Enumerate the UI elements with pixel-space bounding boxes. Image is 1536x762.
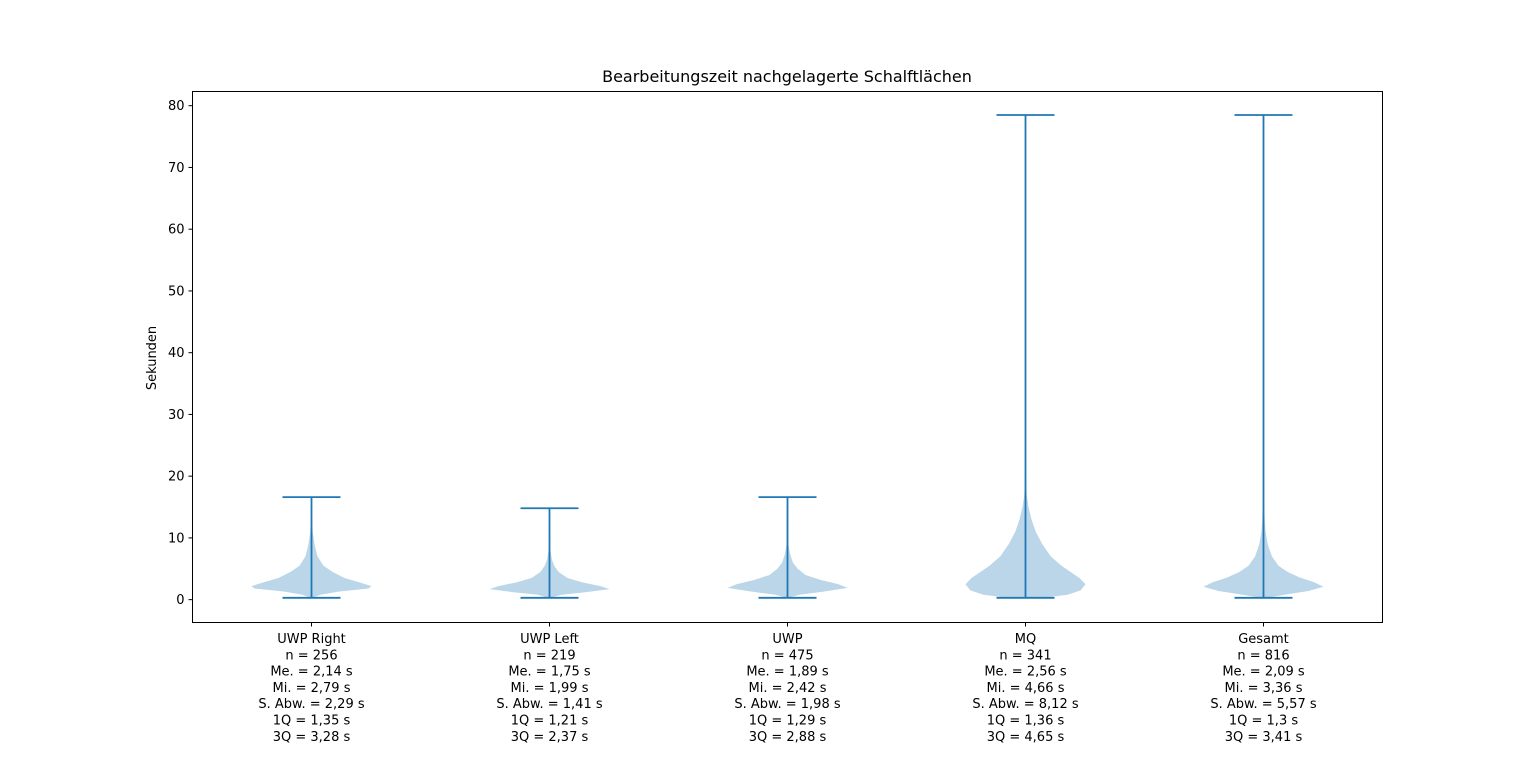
x-category-label-line: S. Abw. = 8,12 s [972, 697, 1078, 712]
x-category-label-line: 1Q = 1,35 s [273, 714, 351, 729]
x-category-label-line: Mi. = 2,79 s [273, 681, 351, 696]
x-category-label-line: 3Q = 2,88 s [749, 730, 827, 745]
x-category-label-line: 3Q = 3,28 s [273, 730, 351, 745]
y-axis-label: Sekunden [145, 326, 160, 390]
plot-frame [192, 91, 1383, 623]
y-tick-label: 70 [168, 161, 185, 176]
x-category-label-line: Mi. = 1,99 s [511, 681, 589, 696]
x-category-label-line: Me. = 2,56 s [984, 665, 1067, 680]
x-category-label-line: Mi. = 2,42 s [749, 681, 827, 696]
y-tick-label: 60 [168, 223, 185, 238]
y-tick-label: 50 [168, 284, 185, 299]
x-category-label-line: S. Abw. = 2,29 s [258, 697, 364, 712]
x-category-label-line: Me. = 1,75 s [508, 665, 591, 680]
y-tick-label: 0 [176, 593, 184, 608]
x-category-label-line: 3Q = 2,37 s [511, 730, 589, 745]
y-tick-label: 10 [168, 531, 185, 546]
x-category-label-line: 1Q = 1,29 s [749, 714, 827, 729]
x-category-label-line: Me. = 2,14 s [270, 665, 353, 680]
x-category-label-line: Gesamt [1238, 632, 1289, 647]
x-category-label-line: 1Q = 1,3 s [1229, 714, 1298, 729]
x-category-label-line: Mi. = 4,66 s [987, 681, 1065, 696]
x-category-label-line: UWP Right [277, 632, 346, 647]
x-category-label-line: n = 475 [761, 648, 813, 663]
x-category-label-line: S. Abw. = 5,57 s [1210, 697, 1316, 712]
x-category-label-line: UWP Left [520, 632, 579, 647]
x-category-label-line: UWP [772, 632, 802, 647]
x-category-label-line: 3Q = 4,65 s [987, 730, 1065, 745]
violins-layer [251, 114, 1324, 599]
y-tick-label: 80 [168, 99, 185, 114]
x-category-label-line: 1Q = 1,36 s [987, 714, 1065, 729]
x-category-label-line: Me. = 1,89 s [746, 665, 829, 680]
x-category-label-line: n = 219 [523, 648, 575, 663]
x-category-label-line: n = 341 [999, 648, 1051, 663]
x-category-label-line: S. Abw. = 1,98 s [734, 697, 840, 712]
y-tick-label: 30 [168, 408, 185, 423]
x-category-label-line: Me. = 2,09 s [1222, 665, 1305, 680]
y-tick-label: 20 [168, 470, 185, 485]
x-category-label-line: Mi. = 3,36 s [1225, 681, 1303, 696]
x-category-label-line: n = 256 [285, 648, 337, 663]
chart-title: Bearbeitungszeit nachgelagerte Schalftlä… [602, 67, 972, 86]
x-category-label-line: MQ [1015, 632, 1036, 647]
x-category-label-line: 1Q = 1,21 s [511, 714, 589, 729]
y-tick-label: 40 [168, 346, 185, 361]
y-axis-ticks: 0 10 20 30 40 50 60 70 80 [168, 99, 193, 608]
x-category-label-line: S. Abw. = 1,41 s [496, 697, 602, 712]
x-category-label-line: n = 816 [1237, 648, 1289, 663]
x-category-label-line: 3Q = 3,41 s [1225, 730, 1303, 745]
